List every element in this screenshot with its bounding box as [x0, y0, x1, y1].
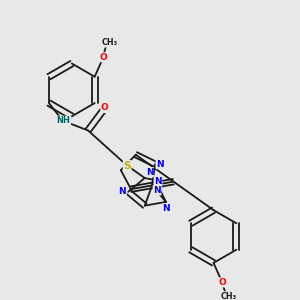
- Text: CH₃: CH₃: [101, 38, 117, 47]
- Text: N: N: [146, 168, 154, 177]
- Text: N: N: [154, 177, 162, 186]
- Text: N: N: [162, 204, 170, 213]
- Text: CH₃: CH₃: [221, 292, 237, 300]
- Text: O: O: [100, 53, 107, 62]
- Text: S: S: [123, 161, 131, 171]
- Text: O: O: [101, 103, 109, 112]
- Text: N: N: [153, 186, 161, 195]
- Text: N: N: [118, 187, 126, 196]
- Text: N: N: [156, 160, 164, 169]
- Text: NH: NH: [57, 116, 70, 125]
- Text: O: O: [218, 278, 226, 287]
